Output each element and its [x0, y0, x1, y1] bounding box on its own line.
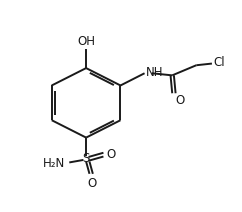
Text: O: O: [87, 177, 97, 190]
Text: OH: OH: [77, 35, 95, 48]
Text: H₂N: H₂N: [43, 157, 65, 170]
Text: O: O: [176, 94, 185, 107]
Text: Cl: Cl: [213, 56, 225, 70]
Text: NH: NH: [145, 66, 163, 79]
Text: S: S: [83, 152, 90, 165]
Text: O: O: [106, 148, 116, 161]
